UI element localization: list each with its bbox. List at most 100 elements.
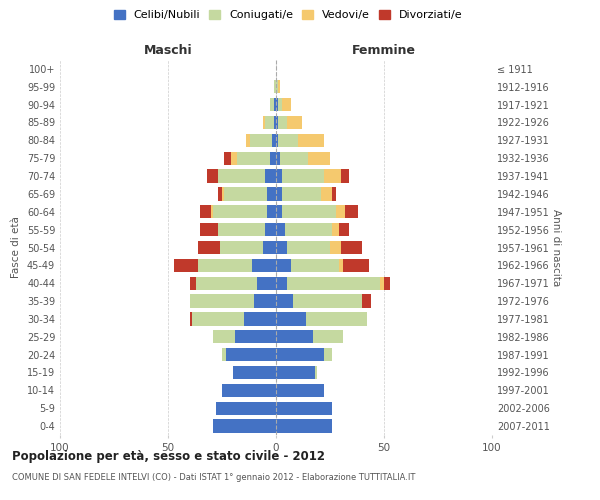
Bar — [283, 98, 291, 112]
Bar — [287, 241, 330, 254]
Text: Popolazione per età, sesso e stato civile - 2012: Popolazione per età, sesso e stato civil… — [12, 450, 325, 463]
Bar — [268, 205, 276, 218]
Bar — [214, 205, 268, 218]
Bar — [278, 80, 280, 94]
Bar — [175, 258, 198, 272]
Bar — [332, 223, 338, 236]
Bar — [276, 80, 278, 94]
Bar — [278, 116, 287, 129]
Bar — [218, 223, 265, 236]
Bar — [269, 98, 274, 112]
Y-axis label: Anni di nascita: Anni di nascita — [551, 209, 561, 286]
Bar — [207, 170, 218, 183]
Bar — [276, 348, 323, 362]
Bar — [276, 116, 278, 129]
Bar — [323, 348, 332, 362]
Bar — [276, 223, 284, 236]
Bar — [278, 98, 283, 112]
Bar — [287, 116, 302, 129]
Bar — [211, 205, 214, 218]
Bar — [214, 330, 235, 344]
Bar — [272, 134, 276, 147]
Bar — [274, 80, 276, 94]
Bar — [276, 366, 315, 379]
Bar — [384, 276, 391, 290]
Bar — [190, 312, 192, 326]
Bar — [330, 241, 341, 254]
Bar — [215, 402, 276, 415]
Bar — [276, 187, 283, 200]
Bar — [214, 420, 276, 433]
Bar — [276, 312, 306, 326]
Bar — [222, 187, 224, 200]
Bar — [250, 134, 272, 147]
Bar — [263, 116, 265, 129]
Bar — [222, 348, 226, 362]
Bar — [276, 330, 313, 344]
Bar — [276, 258, 291, 272]
Bar — [341, 241, 362, 254]
Bar — [246, 134, 250, 147]
Bar — [338, 223, 349, 236]
Bar — [198, 258, 252, 272]
Bar — [315, 366, 317, 379]
Bar — [313, 330, 343, 344]
Bar — [276, 134, 278, 147]
Bar — [254, 294, 276, 308]
Text: Femmine: Femmine — [352, 44, 416, 58]
Bar — [274, 116, 276, 129]
Bar — [276, 402, 332, 415]
Bar — [200, 223, 218, 236]
Bar — [276, 420, 332, 433]
Legend: Celibi/Nubili, Coniugati/e, Vedovi/e, Divorziati/e: Celibi/Nubili, Coniugati/e, Vedovi/e, Di… — [109, 6, 467, 25]
Bar — [224, 187, 268, 200]
Bar — [244, 312, 276, 326]
Bar — [268, 187, 276, 200]
Bar — [332, 187, 337, 200]
Bar — [343, 258, 369, 272]
Bar — [338, 258, 343, 272]
Text: Maschi: Maschi — [143, 44, 193, 58]
Bar — [308, 152, 330, 165]
Bar — [280, 152, 308, 165]
Bar — [235, 330, 276, 344]
Bar — [265, 170, 276, 183]
Bar — [220, 241, 263, 254]
Text: COMUNE DI SAN FEDELE INTELVI (CO) - Dati ISTAT 1° gennaio 2012 - Elaborazione TU: COMUNE DI SAN FEDELE INTELVI (CO) - Dati… — [12, 472, 415, 482]
Bar — [322, 187, 332, 200]
Bar — [226, 348, 276, 362]
Bar — [252, 258, 276, 272]
Bar — [337, 205, 345, 218]
Bar — [380, 276, 384, 290]
Bar — [274, 98, 276, 112]
Bar — [222, 384, 276, 397]
Bar — [287, 276, 380, 290]
Bar — [345, 205, 358, 218]
Bar — [196, 276, 257, 290]
Bar — [362, 294, 371, 308]
Bar — [283, 187, 322, 200]
Bar — [341, 170, 349, 183]
Bar — [283, 205, 337, 218]
Bar — [265, 116, 274, 129]
Bar — [276, 152, 280, 165]
Bar — [276, 98, 278, 112]
Bar — [276, 205, 283, 218]
Bar — [293, 294, 362, 308]
Bar — [284, 223, 332, 236]
Bar — [291, 258, 338, 272]
Bar — [265, 223, 276, 236]
Bar — [276, 241, 287, 254]
Bar — [278, 134, 298, 147]
Bar — [192, 312, 244, 326]
Bar — [276, 170, 283, 183]
Bar — [276, 294, 293, 308]
Bar — [230, 152, 237, 165]
Bar — [283, 170, 323, 183]
Bar — [263, 241, 276, 254]
Bar — [200, 205, 211, 218]
Bar — [257, 276, 276, 290]
Bar — [218, 170, 265, 183]
Bar — [276, 276, 287, 290]
Bar — [276, 384, 323, 397]
